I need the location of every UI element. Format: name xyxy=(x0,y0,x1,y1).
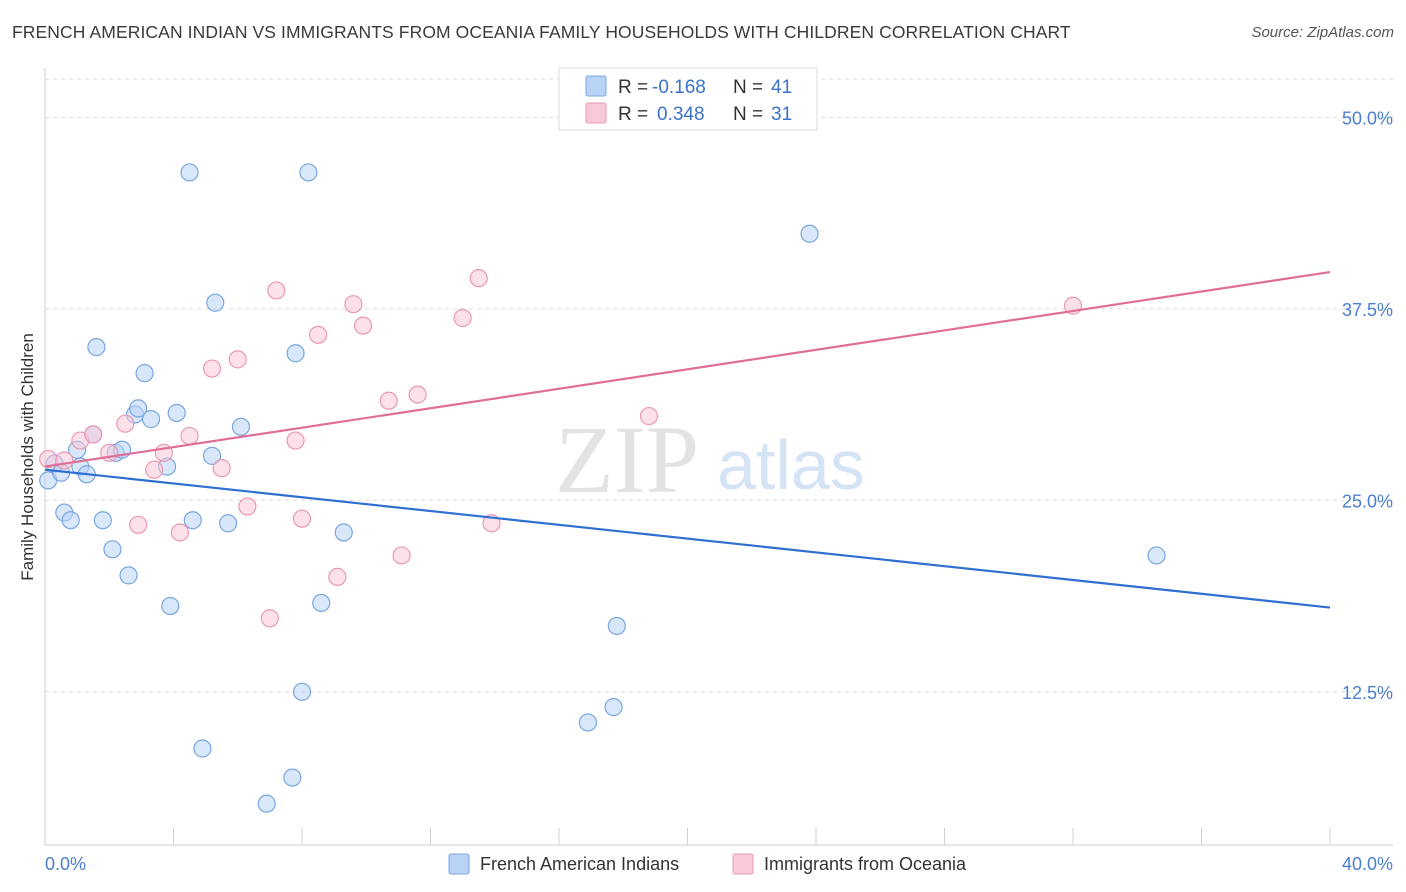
blue-point xyxy=(299,163,318,182)
legend-r-label-2: R = xyxy=(618,104,648,125)
pink-point xyxy=(267,281,286,300)
gridlines xyxy=(45,78,1393,693)
blue-point xyxy=(87,338,106,357)
x-tick-label-max: 40.0% xyxy=(1342,854,1393,874)
pink-point xyxy=(202,359,222,378)
pink-point xyxy=(379,391,398,410)
blue-point xyxy=(61,511,80,530)
blue-point xyxy=(183,511,202,530)
bottom-legend: French American Indians Immigrants from … xyxy=(448,853,967,875)
pink-point xyxy=(344,295,363,314)
pink-point xyxy=(408,385,427,404)
legend-r-value-2: 0.348 xyxy=(657,104,705,125)
pink-point xyxy=(238,497,257,516)
y-tick-label: 50.0% xyxy=(1342,108,1393,128)
bottom-legend-label-pink: Immigrants from Oceania xyxy=(764,854,967,874)
pink-point xyxy=(84,425,103,444)
pink-point xyxy=(292,509,312,528)
blue-point xyxy=(119,566,138,585)
y-axis-label: Family Households with Children xyxy=(18,333,37,581)
series-french-american-indians xyxy=(39,163,1166,813)
blue-point xyxy=(129,399,148,418)
blue-point xyxy=(312,593,331,613)
legend-n-value-1: 41 xyxy=(771,77,792,98)
legend-swatch-pink xyxy=(585,102,607,124)
pink-point xyxy=(260,609,279,628)
pink-point xyxy=(392,546,411,565)
watermark-atlas: atlas xyxy=(717,426,865,504)
pink-point xyxy=(129,515,148,534)
blue-point xyxy=(141,410,161,429)
blue-point xyxy=(167,403,186,423)
pink-point xyxy=(353,316,373,335)
blue-point xyxy=(292,682,312,701)
pink-point xyxy=(308,325,328,344)
blue-point xyxy=(286,344,305,363)
blue-point xyxy=(257,794,276,813)
pink-point xyxy=(116,414,135,433)
blue-point xyxy=(93,511,112,530)
legend-n-label-1: N = xyxy=(733,77,763,98)
blue-point xyxy=(607,616,626,636)
legend: R = -0.168 N = 41 R = 0.348 N = 31 xyxy=(558,67,818,131)
pink-trendline xyxy=(44,270,1331,468)
pink-point xyxy=(170,523,190,542)
legend-swatch-blue xyxy=(585,75,607,97)
blue-point xyxy=(283,768,302,787)
blue-trendline xyxy=(44,468,1331,609)
pink-point xyxy=(453,308,472,328)
bottom-legend-label-blue: French American Indians xyxy=(480,854,679,874)
watermark-zip: ZIP xyxy=(555,406,699,513)
blue-point xyxy=(578,713,598,732)
blue-point xyxy=(231,417,251,436)
blue-point xyxy=(206,293,225,312)
blue-point xyxy=(161,596,180,616)
y-tick-label: 12.5% xyxy=(1342,683,1393,703)
blue-point xyxy=(800,224,819,243)
pink-point xyxy=(145,460,164,479)
pink-point xyxy=(212,459,231,478)
tick-labels: 12.5% 25.0% 37.5% 50.0% 0.0% 40.0% xyxy=(45,108,1393,874)
pink-point xyxy=(639,406,659,426)
legend-r-label-1: R = xyxy=(618,77,648,98)
legend-n-value-2: 31 xyxy=(771,104,792,125)
blue-point xyxy=(219,514,238,533)
blue-point xyxy=(334,523,353,542)
y-tick-label: 25.0% xyxy=(1342,491,1393,511)
bottom-legend-swatch-pink xyxy=(732,853,754,875)
blue-point xyxy=(193,739,212,758)
blue-point xyxy=(103,540,122,559)
blue-point xyxy=(202,446,222,465)
x-tick-label-min: 0.0% xyxy=(45,854,86,874)
trendlines xyxy=(44,270,1331,609)
legend-r-value-1: -0.168 xyxy=(652,77,706,98)
pink-point xyxy=(180,426,199,446)
blue-point xyxy=(1147,546,1166,565)
source-label: Source: ZipAtlas.com xyxy=(1251,24,1394,41)
pink-point xyxy=(328,567,347,587)
pink-point xyxy=(469,269,488,288)
pink-point xyxy=(55,451,74,470)
bottom-legend-swatch-blue xyxy=(448,853,470,875)
blue-point xyxy=(135,364,154,383)
y-tick-label: 37.5% xyxy=(1342,300,1393,320)
pink-point xyxy=(286,431,305,450)
blue-point xyxy=(180,163,199,182)
legend-n-label-2: N = xyxy=(733,104,763,125)
blue-point xyxy=(604,698,623,717)
chart-title: FRENCH AMERICAN INDIAN VS IMMIGRANTS FRO… xyxy=(12,22,1071,42)
pink-point xyxy=(228,350,247,369)
